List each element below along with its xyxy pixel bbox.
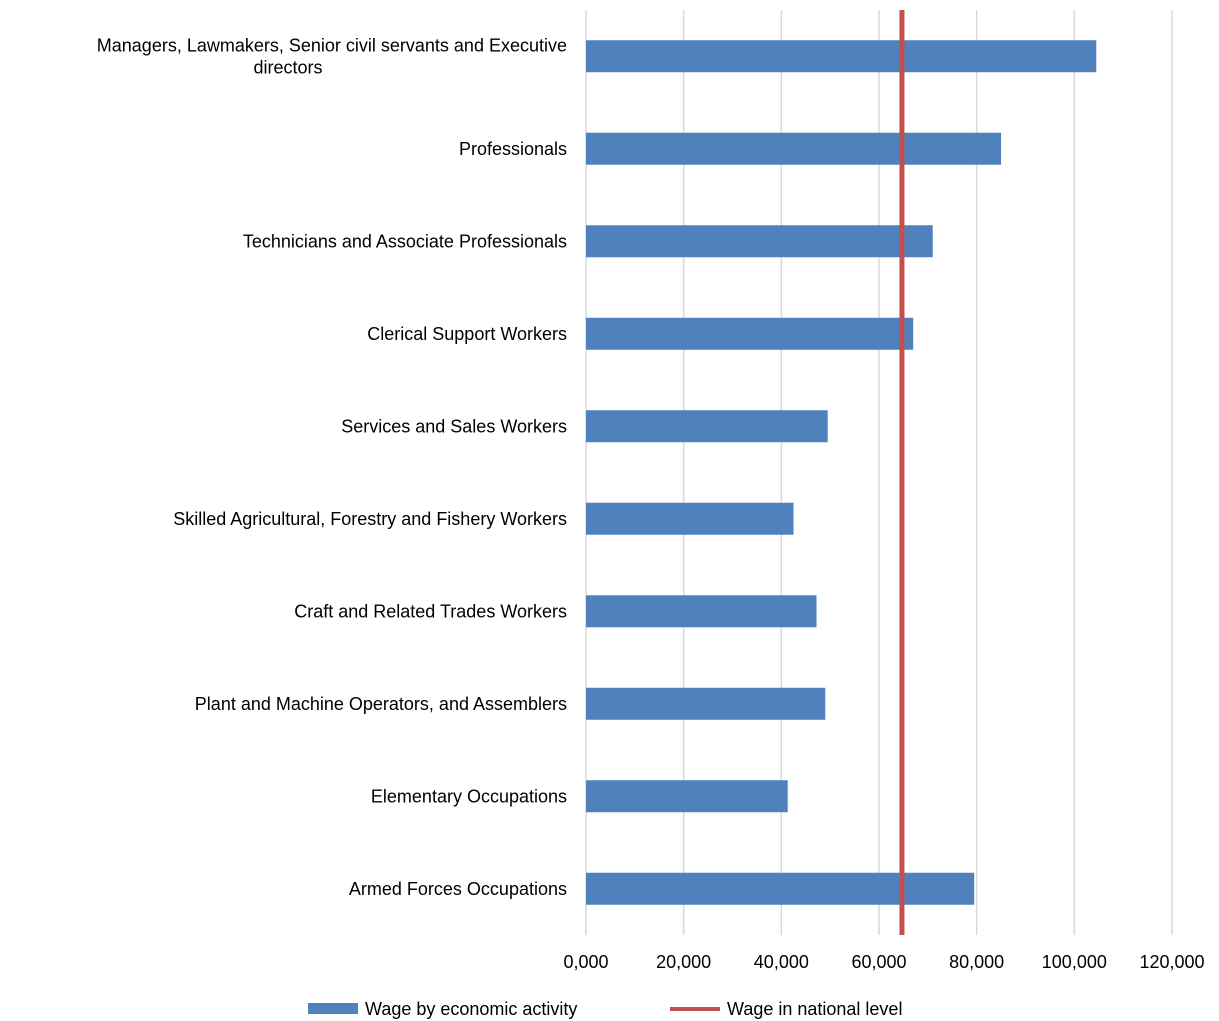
- category-labels: Managers, Lawmakers, Senior civil servan…: [97, 35, 567, 899]
- bar: [586, 317, 914, 350]
- bars: [586, 40, 1097, 905]
- bar: [586, 595, 817, 628]
- bar: [586, 872, 975, 905]
- bar: [586, 780, 788, 813]
- bar: [586, 225, 933, 258]
- x-tick-label: 60,000: [851, 952, 906, 972]
- legend-swatch-wage-by-activity: [308, 1003, 358, 1014]
- legend-label-wage-by-activity: Wage by economic activity: [365, 999, 577, 1019]
- category-label: Elementary Occupations: [371, 786, 567, 806]
- legend: Wage by economic activity Wage in nation…: [308, 999, 902, 1019]
- category-label: Plant and Machine Operators, and Assembl…: [195, 694, 567, 714]
- bar: [586, 502, 794, 535]
- bar: [586, 40, 1097, 73]
- category-label: Technicians and Associate Professionals: [243, 231, 567, 251]
- bar: [586, 132, 1002, 165]
- bar: [586, 410, 828, 443]
- x-tick-label: 0,000: [563, 952, 608, 972]
- category-label: Craft and Related Trades Workers: [294, 601, 567, 621]
- bar: [586, 687, 826, 720]
- category-label: Clerical Support Workers: [367, 324, 567, 344]
- x-tick-label: 40,000: [754, 952, 809, 972]
- category-label: Services and Sales Workers: [341, 416, 567, 436]
- category-label: Armed Forces Occupations: [349, 879, 567, 899]
- legend-swatch-national-wage: [670, 1007, 720, 1011]
- category-label: Managers, Lawmakers, Senior civil servan…: [97, 35, 567, 55]
- category-label: Professionals: [459, 139, 567, 159]
- x-tick-label: 80,000: [949, 952, 1004, 972]
- category-label: Skilled Agricultural, Forestry and Fishe…: [173, 509, 567, 529]
- category-label: directors: [253, 57, 322, 77]
- x-tick-label: 100,000: [1042, 952, 1107, 972]
- x-tick-label: 120,000: [1139, 952, 1204, 972]
- legend-label-national-wage: Wage in national level: [727, 999, 902, 1019]
- x-tick-label: 20,000: [656, 952, 711, 972]
- x-axis-tick-labels: 0,000 20,000 40,000 60,000 80,000 100,000 120,…: [563, 952, 1204, 972]
